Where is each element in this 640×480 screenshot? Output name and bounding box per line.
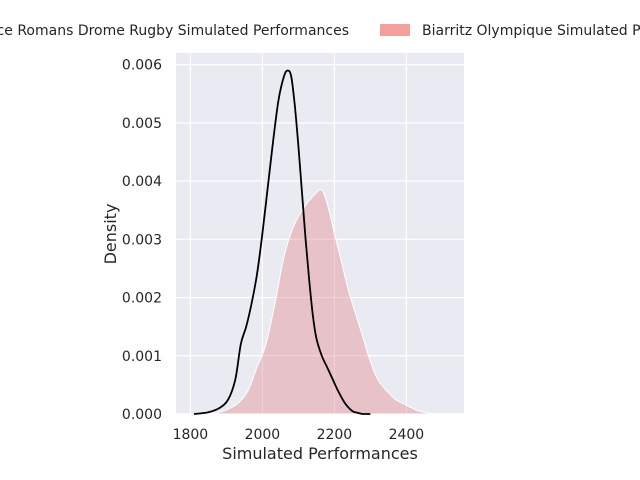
y-tick-label: 0.003	[122, 232, 162, 248]
x-tick-label: 2000	[245, 427, 281, 443]
y-tick-label: 0.001	[122, 349, 162, 365]
valence-density-line	[193, 69, 371, 415]
legend-swatch-biarritz	[380, 24, 410, 36]
y-axis-ticks: 0.000 0.001 0.002 0.003 0.004 0.005 0.006	[122, 58, 162, 423]
y-axis-label: Density	[101, 204, 120, 265]
plot-background	[176, 53, 464, 414]
x-axis-label: Simulated Performances	[222, 444, 418, 463]
x-tick-label: 1800	[173, 427, 209, 443]
x-tick-label: 2200	[317, 427, 353, 443]
biarritz-density-area	[208, 189, 450, 415]
y-tick-label: 0.002	[122, 291, 162, 307]
y-tick-label: 0.004	[122, 174, 162, 190]
legend: Valence Romans Drome Rugby Simulated Per…	[0, 23, 640, 39]
legend-label-valence: Valence Romans Drome Rugby Simulated Per…	[0, 23, 349, 39]
y-tick-label: 0.000	[122, 407, 162, 423]
x-tick-label: 2400	[389, 427, 425, 443]
legend-label-biarritz: Biarritz Olympique Simulated Performance…	[422, 23, 640, 39]
y-tick-label: 0.005	[122, 116, 162, 132]
y-tick-label: 0.006	[122, 58, 162, 74]
x-axis-ticks: 1800 2000 2200 2400	[173, 427, 425, 443]
